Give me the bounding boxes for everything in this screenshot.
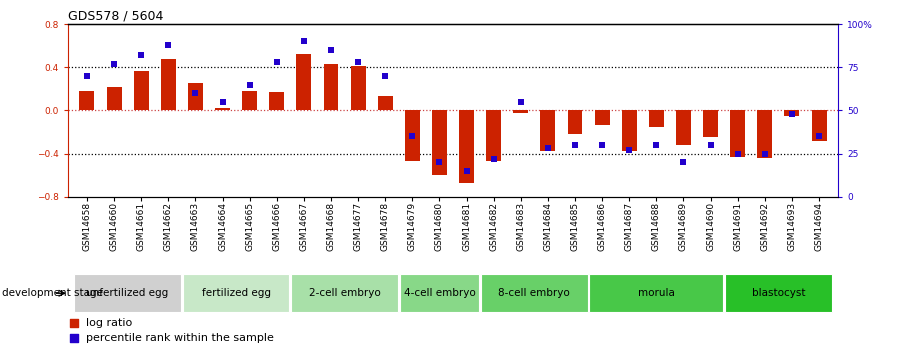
- Bar: [703, 110, 718, 137]
- Point: [541, 146, 555, 151]
- Text: 2-cell embryo: 2-cell embryo: [309, 288, 381, 298]
- Text: GDS578 / 5604: GDS578 / 5604: [68, 10, 163, 23]
- Point: [351, 59, 365, 65]
- Bar: [567, 110, 583, 134]
- Point: [216, 99, 230, 105]
- Bar: [323, 64, 339, 110]
- Point: [323, 47, 338, 53]
- Bar: [757, 110, 772, 158]
- Point: [269, 59, 284, 65]
- Bar: [134, 70, 149, 110]
- Text: log ratio: log ratio: [86, 318, 132, 328]
- Point: [296, 39, 311, 44]
- Text: fertilized egg: fertilized egg: [201, 288, 271, 298]
- Point: [785, 111, 799, 117]
- Text: development stage: development stage: [2, 288, 102, 298]
- Bar: [269, 92, 284, 110]
- Bar: [676, 110, 691, 145]
- Point: [405, 134, 419, 139]
- Text: 4-cell embryo: 4-cell embryo: [403, 288, 476, 298]
- Point: [188, 90, 203, 96]
- Bar: [514, 110, 528, 112]
- FancyBboxPatch shape: [183, 274, 290, 312]
- FancyBboxPatch shape: [74, 274, 181, 312]
- Point: [622, 147, 637, 153]
- FancyBboxPatch shape: [400, 274, 479, 312]
- Bar: [730, 110, 745, 157]
- Bar: [378, 96, 392, 110]
- Bar: [487, 110, 501, 161]
- Point: [595, 142, 610, 148]
- Point: [432, 159, 447, 165]
- Bar: [785, 110, 799, 116]
- Point: [487, 156, 501, 161]
- Point: [378, 73, 392, 79]
- Point: [459, 168, 474, 174]
- Bar: [351, 66, 365, 110]
- Bar: [161, 59, 176, 110]
- Point: [67, 320, 82, 325]
- Bar: [459, 110, 474, 183]
- Bar: [80, 91, 94, 110]
- Bar: [405, 110, 419, 161]
- Bar: [296, 55, 312, 110]
- Bar: [622, 110, 637, 151]
- FancyBboxPatch shape: [291, 274, 398, 312]
- Point: [703, 142, 718, 148]
- Point: [134, 52, 149, 58]
- Point: [514, 99, 528, 105]
- Bar: [594, 110, 610, 126]
- Bar: [541, 110, 555, 151]
- Text: percentile rank within the sample: percentile rank within the sample: [86, 333, 275, 343]
- Text: 8-cell embryo: 8-cell embryo: [498, 288, 570, 298]
- Point: [243, 82, 257, 87]
- Point: [67, 335, 82, 341]
- Point: [730, 151, 745, 156]
- Point: [161, 42, 176, 48]
- Point: [757, 151, 772, 156]
- Point: [80, 73, 94, 79]
- Text: unfertilized egg: unfertilized egg: [86, 288, 169, 298]
- Bar: [242, 91, 257, 110]
- Point: [568, 142, 583, 148]
- Bar: [649, 110, 664, 127]
- Point: [676, 159, 690, 165]
- Point: [649, 142, 663, 148]
- FancyBboxPatch shape: [590, 274, 723, 312]
- FancyBboxPatch shape: [481, 274, 588, 312]
- Bar: [107, 87, 121, 110]
- Point: [107, 61, 121, 67]
- FancyBboxPatch shape: [725, 274, 832, 312]
- Bar: [812, 110, 826, 141]
- Bar: [188, 83, 203, 110]
- Text: blastocyst: blastocyst: [752, 288, 805, 298]
- Point: [812, 134, 826, 139]
- Text: morula: morula: [638, 288, 675, 298]
- Bar: [432, 110, 447, 175]
- Bar: [215, 108, 230, 110]
